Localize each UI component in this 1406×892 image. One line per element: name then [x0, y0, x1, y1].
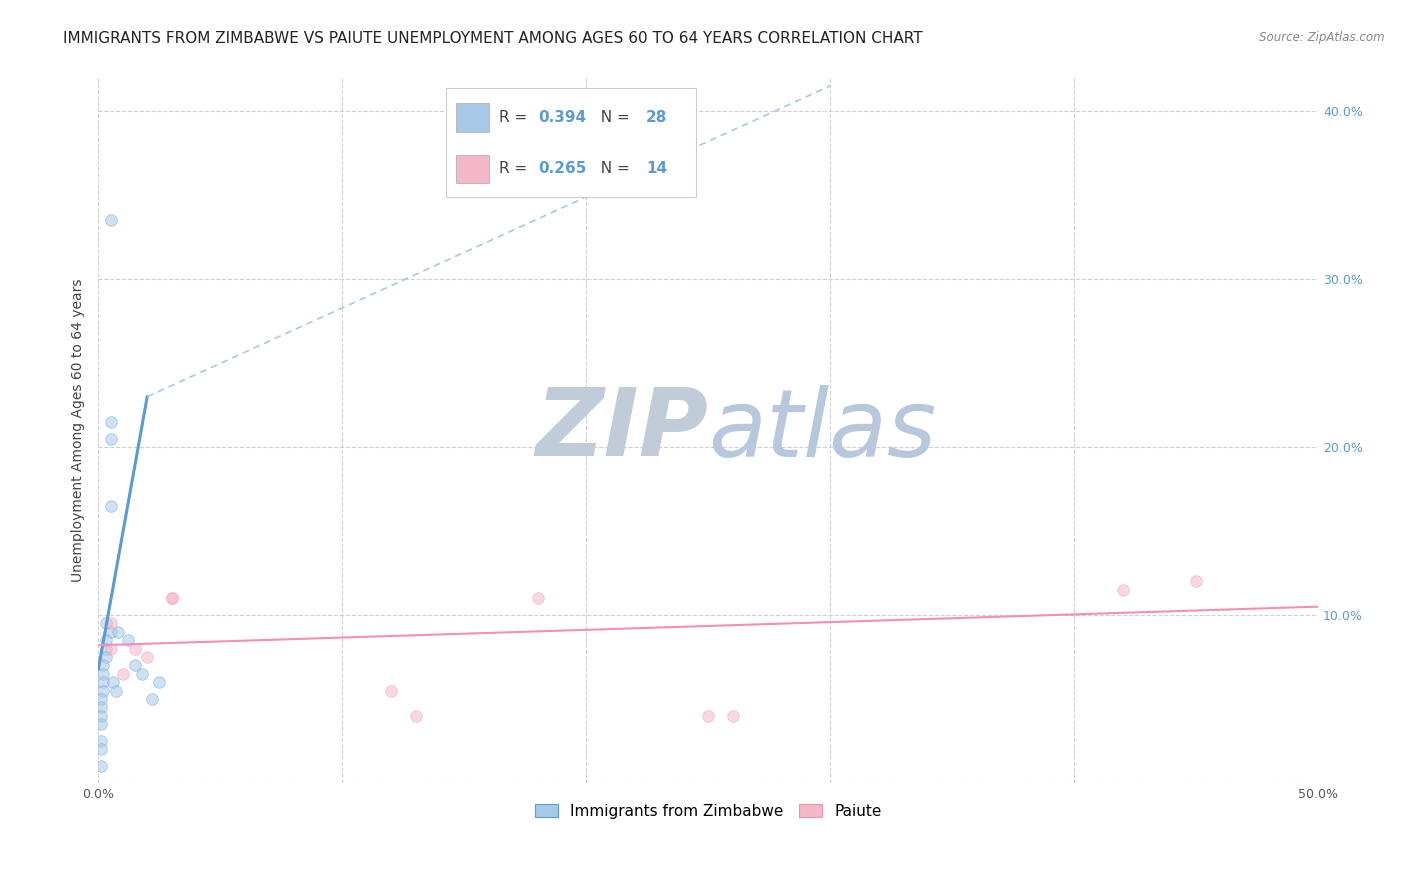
Text: atlas: atlas	[709, 384, 936, 475]
Point	[91, 658, 114, 673]
Point	[94, 641, 117, 656]
Point	[94, 650, 117, 665]
Point	[91, 666, 114, 681]
Point	[131, 666, 153, 681]
Point	[100, 415, 122, 429]
Point	[136, 650, 159, 665]
Point	[1185, 574, 1208, 589]
Point	[721, 709, 744, 723]
Point	[380, 683, 402, 698]
Point	[141, 692, 163, 706]
Point	[107, 624, 129, 639]
Point	[148, 675, 170, 690]
Point	[104, 683, 127, 698]
Point	[100, 624, 122, 639]
Point	[90, 709, 112, 723]
Point	[94, 616, 117, 631]
Point	[124, 658, 146, 673]
Point	[100, 641, 122, 656]
Point	[90, 700, 112, 714]
Point	[101, 675, 124, 690]
Y-axis label: Unemployment Among Ages 60 to 64 years: Unemployment Among Ages 60 to 64 years	[72, 278, 86, 582]
Point	[100, 616, 122, 631]
Point	[124, 641, 146, 656]
Point	[100, 499, 122, 513]
Point	[526, 591, 548, 606]
Point	[100, 432, 122, 446]
Point	[90, 734, 112, 748]
Point	[160, 591, 183, 606]
Point	[90, 692, 112, 706]
Point	[160, 591, 183, 606]
Point	[117, 633, 139, 648]
Point	[91, 683, 114, 698]
Text: ZIP: ZIP	[536, 384, 709, 476]
Point	[90, 742, 112, 756]
Point	[100, 213, 122, 227]
Text: IMMIGRANTS FROM ZIMBABWE VS PAIUTE UNEMPLOYMENT AMONG AGES 60 TO 64 YEARS CORREL: IMMIGRANTS FROM ZIMBABWE VS PAIUTE UNEMP…	[63, 31, 922, 46]
Legend: Immigrants from Zimbabwe, Paiute: Immigrants from Zimbabwe, Paiute	[529, 797, 887, 825]
Point	[90, 759, 112, 773]
Point	[111, 666, 134, 681]
Point	[91, 675, 114, 690]
Point	[405, 709, 427, 723]
Point	[90, 717, 112, 731]
Point	[697, 709, 720, 723]
Point	[94, 633, 117, 648]
Text: Source: ZipAtlas.com: Source: ZipAtlas.com	[1260, 31, 1385, 45]
Point	[1112, 582, 1135, 597]
